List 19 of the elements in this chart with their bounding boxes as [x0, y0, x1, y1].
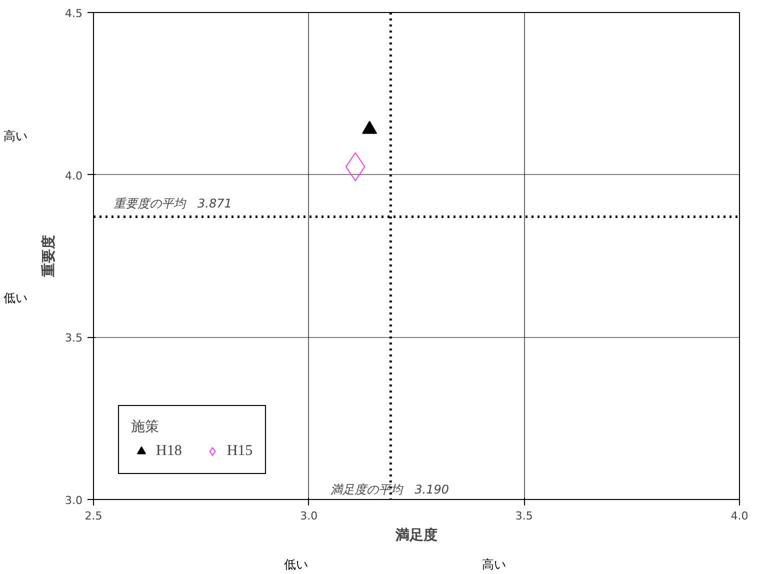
legend-title: 施策	[131, 418, 160, 436]
y-tick-label: 3.0	[65, 494, 83, 507]
x-tick-label: 4.0	[730, 510, 748, 522]
y-axis-title: 重要度	[40, 235, 58, 278]
x-tick-label: 2.5	[84, 510, 102, 522]
y-tick-label: 4.5	[65, 7, 83, 20]
text: 高い	[482, 558, 506, 572]
ref-line-label: 重要度の平均 3.871	[114, 196, 232, 211]
x-tick-label: 3.5	[515, 510, 533, 522]
ref-line-label: 満足度の平均 3.190	[330, 482, 450, 496]
y-tick-label: 4.0	[65, 169, 83, 182]
x-tick-label: 3.0	[300, 510, 318, 522]
x-axis-title: 満足度	[394, 526, 438, 544]
y-tick-label: 3.5	[65, 332, 83, 345]
text: 低い	[4, 291, 28, 306]
legend-label: H18	[156, 442, 182, 460]
legend-label: H15	[226, 442, 253, 460]
text: 低い	[284, 558, 308, 572]
text: 高い	[4, 128, 28, 143]
